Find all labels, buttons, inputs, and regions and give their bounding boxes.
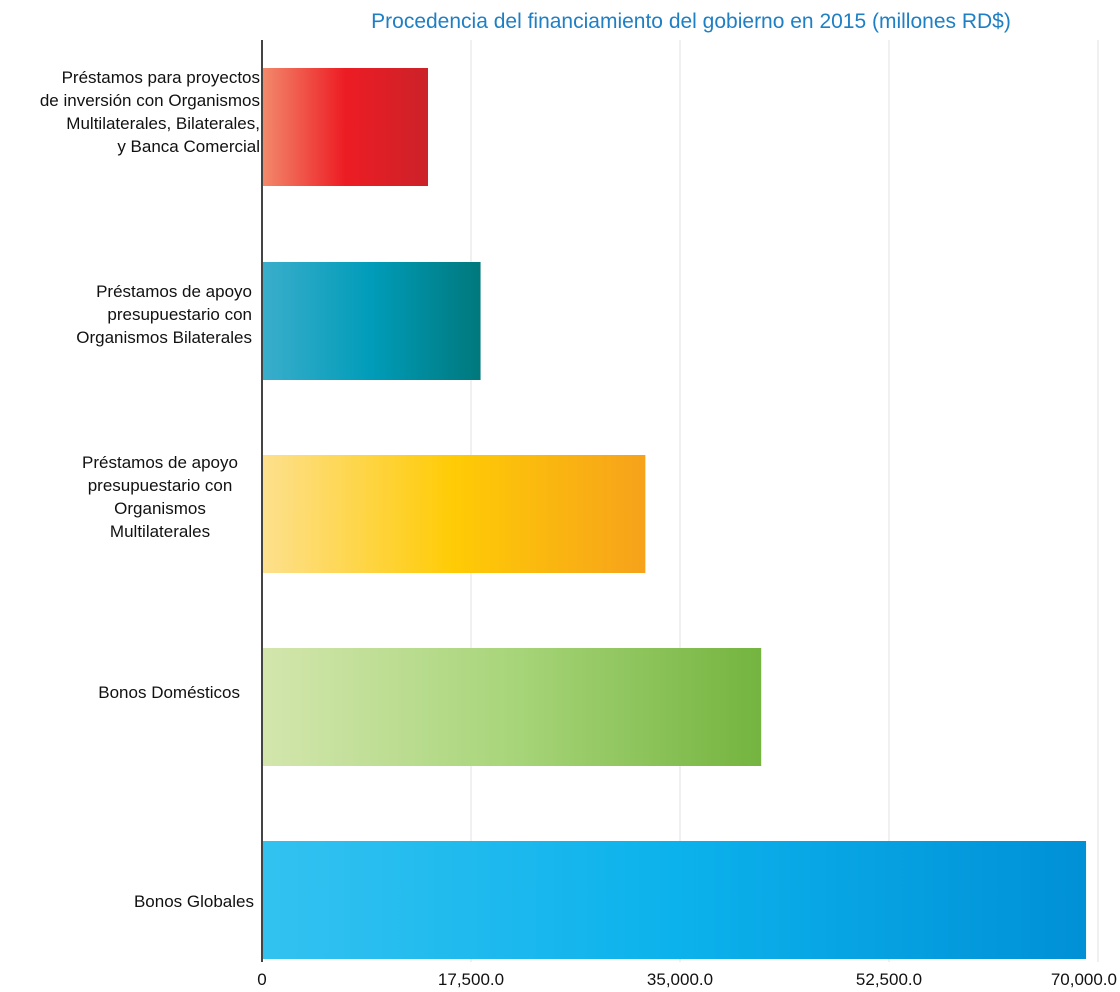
bar [262, 648, 762, 766]
x-tick-label: 0 [257, 970, 266, 989]
bar [262, 262, 481, 380]
x-tick-label: 70,000.0 [1051, 970, 1117, 989]
x-tick-label: 52,500.0 [856, 970, 922, 989]
x-tick-label: 17,500.0 [438, 970, 504, 989]
category-label: Préstamos de apoyo presupuestario con Or… [82, 453, 238, 541]
category-label: Préstamos de apoyo presupuestario con Or… [76, 282, 252, 347]
category-label: Bonos Globales [133, 892, 254, 911]
bar [262, 455, 646, 573]
category-label: Préstamos para proyectos de inversión co… [39, 68, 260, 156]
chart-title: Procedencia del financiamiento del gobie… [371, 10, 1011, 33]
category-label: Bonos Domésticos [98, 683, 240, 702]
bar [262, 68, 429, 186]
x-tick-label: 35,000.0 [647, 970, 713, 989]
bar [262, 841, 1087, 959]
